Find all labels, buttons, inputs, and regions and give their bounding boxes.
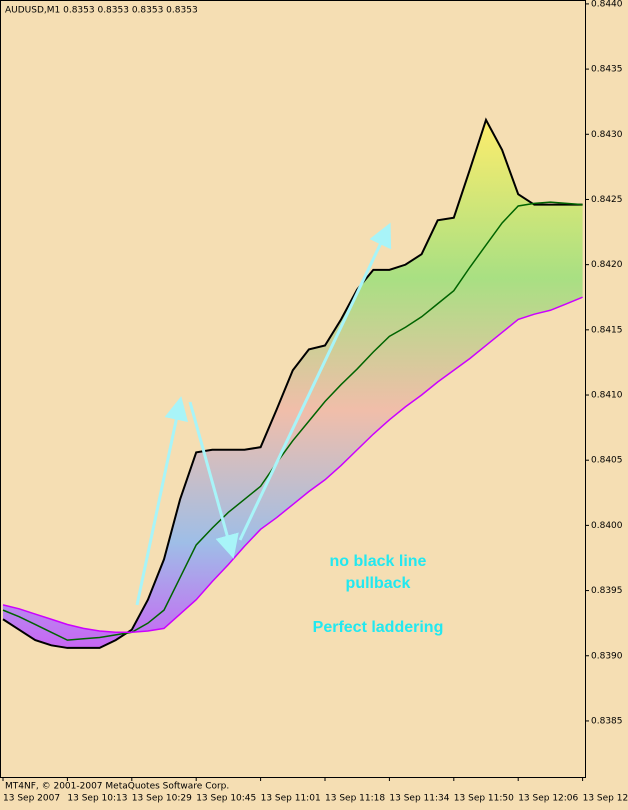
x-tick-label: 13 Sep 12:2 [583,794,628,804]
y-tick-label: 0.8400 [591,521,623,531]
y-tick-label: 0.8430 [591,130,623,140]
arrow [188,401,239,559]
annotation: no black line [330,553,427,570]
x-tick-label: 13 Sep 11:34 [389,794,449,804]
arrow [135,396,189,606]
y-tick-label: 0.8420 [591,260,623,270]
x-tick-label: 13 Sep 10:45 [196,794,256,804]
y-tick-label: 0.8415 [591,325,623,335]
y-tick-label: 0.8410 [591,391,623,401]
line [2,117,583,649]
y-tick-label: 0.8435 [591,65,623,75]
annotation: pullback [346,575,411,592]
ribbon-fill [3,119,583,648]
y-tick-label: 0.8405 [591,456,623,466]
x-tick-label: 13 Sep 10:29 [132,794,192,804]
arrow [238,222,392,541]
x-tick-label: 13 Sep 11:01 [261,794,321,804]
y-tick-label: 0.8395 [591,586,623,596]
x-tick-label: 13 Sep 11:18 [325,794,385,804]
arrows [135,222,392,606]
chart-title: AUDUSD,M1 0.8353 0.8353 0.8353 0.8353 [5,6,198,16]
x-tick-label: 13 Sep 2007 [3,794,60,804]
x-tick-label: 13 Sep 12:06 [518,794,578,804]
line [2,201,583,641]
x-tick-label: 13 Sep 10:13 [67,794,127,804]
y-tick-label: 0.8385 [591,716,623,726]
y-tick-label: 0.8440 [591,0,623,9]
y-tick-label: 0.8425 [591,195,623,205]
annotation: Perfect laddering [313,619,444,636]
footer: MT4NF, © 2001-2007 MetaQuotes Software C… [5,782,229,792]
y-tick-label: 0.8390 [591,651,623,661]
line [2,296,583,634]
x-tick-label: 13 Sep 11:50 [454,794,514,804]
